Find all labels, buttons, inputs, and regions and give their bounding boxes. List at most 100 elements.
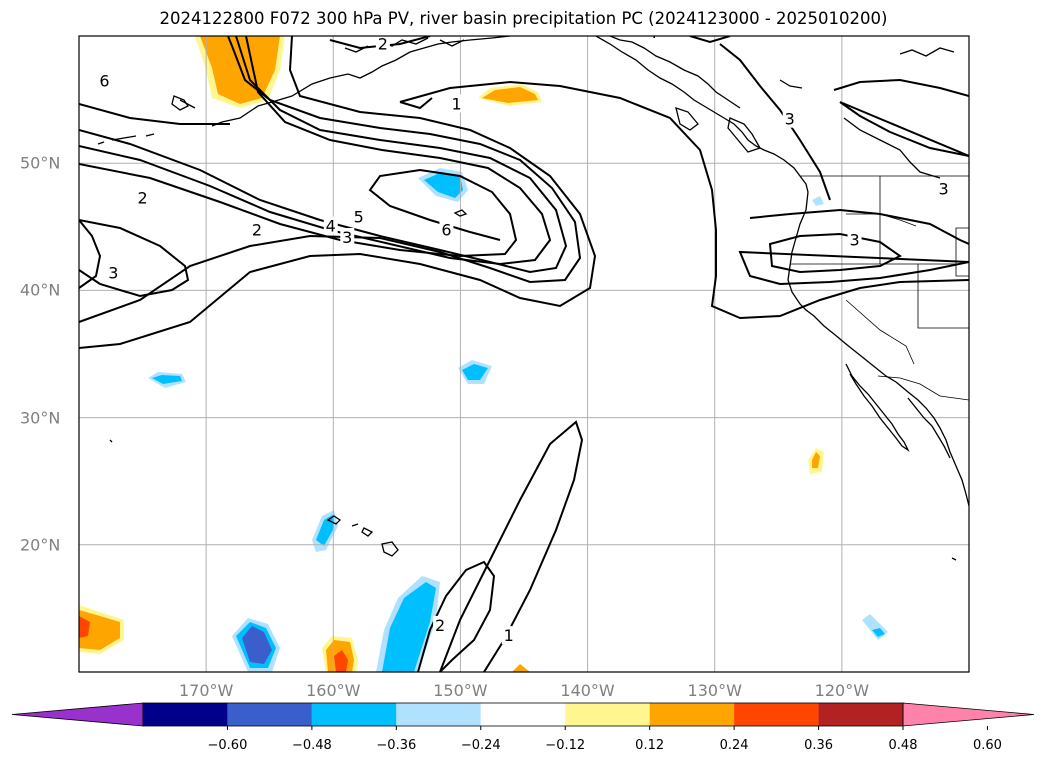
precip-negative-region — [152, 375, 182, 384]
precip-negative-region — [872, 628, 885, 637]
longitude-tick-label: 170°W — [178, 681, 234, 700]
colorbar-swatch — [311, 703, 397, 726]
pv-label-background — [106, 263, 121, 282]
colorbar-swatch — [734, 703, 819, 726]
colorbar-tick-label: −0.12 — [545, 738, 586, 753]
pv-contour-label: 2 — [435, 616, 445, 635]
pv-contour-coast-inner — [768, 232, 902, 274]
pv-contour-label: 1 — [452, 94, 462, 113]
pv-contour-1-loop — [399, 97, 433, 110]
precip-positive-region — [812, 452, 820, 468]
pv-contour-label: 4 — [647, 23, 657, 42]
pv-contour-label: 6 — [99, 72, 109, 91]
pv-contour-arctic — [689, 36, 731, 44]
precip-negative-region — [862, 614, 888, 640]
precip-positive-region — [512, 664, 530, 672]
colorbar — [11, 702, 1035, 730]
latitude-tick-label: 30°N — [20, 408, 61, 428]
precip-negative-region — [382, 582, 436, 672]
precip-negative-region — [812, 196, 824, 206]
longitude-tick-label: 120°W — [814, 681, 870, 700]
pv-label-background — [501, 626, 516, 645]
colorbar-tick-label: 0.12 — [635, 738, 665, 753]
pv-label-background — [433, 615, 448, 634]
pv-contour-label: 5 — [354, 208, 364, 227]
precip-positive-region — [334, 650, 348, 672]
colorbar-extend-max — [902, 702, 1035, 727]
precip-shading — [79, 36, 888, 672]
pv-contour-label: 1 — [504, 626, 514, 645]
pv-label-background — [645, 36, 660, 42]
precip-negative-region — [316, 514, 334, 546]
pv-contour-label: 2 — [378, 35, 388, 54]
pv-label-background — [351, 207, 366, 226]
colorbar-swatch — [818, 703, 903, 726]
longitude-tick-label: 140°W — [560, 681, 615, 700]
colorbar-tick-label: 0.36 — [804, 738, 834, 753]
longitude-tick-label: 150°W — [433, 681, 488, 700]
pv-contour-5 — [79, 36, 552, 266]
colorbar-swatch — [227, 703, 312, 726]
pv-contour-2 — [79, 36, 597, 349]
colorbar-tick-label: −0.60 — [207, 738, 248, 753]
colorbar-extend-min — [11, 702, 144, 727]
pv-contour-3-east — [719, 43, 831, 201]
colorbar-swatch — [143, 703, 228, 726]
pv-contour-6 — [79, 163, 518, 258]
colorbar-tick-label: −0.24 — [460, 738, 501, 753]
colorbar-tick-label: 0.48 — [888, 738, 918, 753]
pv-contour-label: 3 — [785, 110, 795, 129]
pv-contour-south-2 — [417, 560, 496, 672]
precip-negative-region — [462, 364, 488, 380]
latitude-tick-label: 50°N — [20, 153, 61, 173]
pv-contour-label: 3 — [849, 231, 859, 250]
colorbar-tick-label: 0.24 — [719, 738, 749, 753]
pv-contour-4 — [79, 36, 568, 274]
longitude-tick-label: 130°W — [687, 681, 742, 700]
pv-contour-3-west — [79, 219, 102, 289]
colorbar-swatch — [396, 703, 481, 726]
precip-positive-region — [200, 36, 280, 104]
precip-positive-region — [79, 610, 120, 650]
precip-negative-region — [424, 172, 463, 198]
pv-contour-label: 2 — [252, 220, 262, 239]
latitude-tick-label: 20°N — [20, 535, 61, 555]
pv-label-background — [323, 216, 338, 235]
colorbar-swatch — [649, 703, 735, 726]
colorbar-swatch — [565, 703, 650, 726]
map-frame — [78, 35, 970, 673]
pv-label-background — [375, 36, 390, 53]
pv-contour-label: 6 — [441, 220, 451, 239]
pv-contour-1-north — [833, 78, 969, 157]
pv-contour-6b — [79, 103, 230, 125]
map-title: 2024122800 F072 300 hPa PV, river basin … — [159, 9, 888, 28]
pv-contour-label: 3 — [108, 264, 118, 283]
colorbar-swatch — [480, 703, 566, 726]
pv-contour-label: 2 — [137, 189, 147, 208]
pv-contour-3 — [79, 36, 582, 323]
pv-label-background — [449, 94, 464, 113]
precip-positive-region — [79, 616, 90, 638]
pv-label-background — [936, 179, 951, 198]
pv-label-background — [97, 71, 112, 90]
pv-contour-2-west — [79, 219, 190, 298]
pv-label-background — [439, 220, 454, 239]
pv-label-background — [135, 188, 150, 207]
longitude-tick-label: 160°W — [306, 681, 361, 700]
pv-label-background — [340, 227, 355, 246]
coastlines — [97, 36, 969, 561]
pv-contour-coast-loop — [738, 208, 969, 286]
pv-label-background — [250, 220, 264, 239]
pv-label-background — [782, 109, 797, 128]
gridlines — [79, 36, 969, 672]
pv-label-background — [847, 230, 862, 249]
pv-contour-label: 3 — [342, 228, 352, 247]
pv-contour-label: 4 — [326, 217, 336, 236]
pv-contours — [79, 36, 969, 672]
colorbar-tick-label: −0.36 — [376, 738, 417, 753]
colorbar-outline — [142, 702, 904, 727]
colorbar-tick-label: −0.48 — [291, 738, 332, 753]
precip-negative-region — [242, 626, 272, 664]
